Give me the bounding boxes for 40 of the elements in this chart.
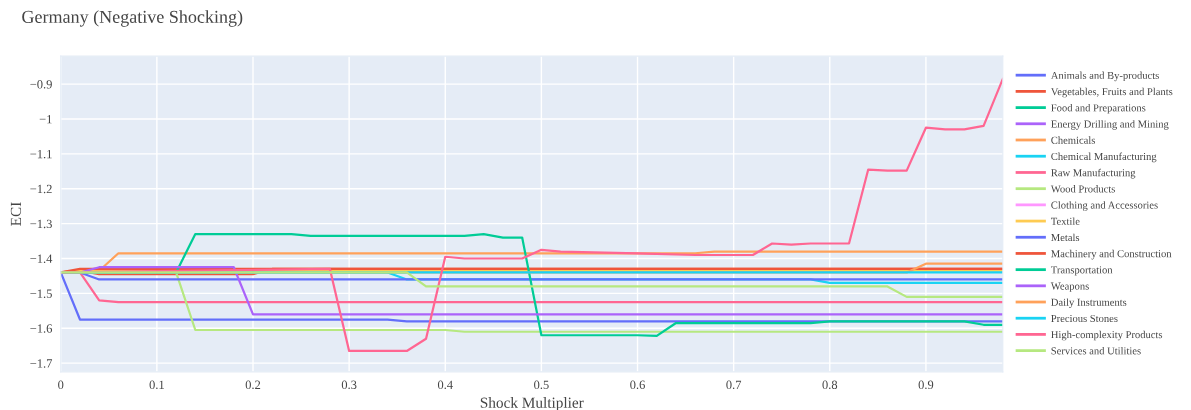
y-tick-label: −1.4 xyxy=(30,254,53,264)
y-tick-label: −1.6 xyxy=(30,324,53,333)
legend-label: Textile xyxy=(1051,217,1080,225)
x-axis-title: Shock Multiplier xyxy=(480,397,584,410)
y-axis-title: ECI xyxy=(10,202,22,226)
y-tick-label: −1.1 xyxy=(30,149,52,159)
chart-title: Germany (Negative Shocking) xyxy=(22,10,243,27)
legend-label: Daily Instruments xyxy=(1051,298,1127,308)
y-tick-label: −0.9 xyxy=(30,80,52,89)
y-tick-label: −1.5 xyxy=(30,289,52,298)
legend-label: Energy Drilling and Mining xyxy=(1051,120,1169,130)
y-tick-label: −1.7 xyxy=(30,359,53,368)
x-tick-label: 0.2 xyxy=(245,380,261,390)
legend-label: Metals xyxy=(1051,233,1080,242)
legend-label: High-complexity Products xyxy=(1051,330,1163,341)
x-tick-label: 0.3 xyxy=(341,380,357,390)
legend-label: Raw Manufacturing xyxy=(1051,168,1136,179)
legend-label: Chemicals xyxy=(1051,136,1095,144)
x-tick-label: 0 xyxy=(58,380,64,389)
legend-label: Transportation xyxy=(1051,266,1113,276)
y-tick-label: −1 xyxy=(39,115,52,124)
x-tick-label: 0.9 xyxy=(918,380,934,390)
legend-label: Chemical Manufacturing xyxy=(1051,152,1157,163)
legend-label: Machinery and Construction xyxy=(1051,249,1172,260)
legend-label: Precious Stones xyxy=(1051,314,1118,323)
legend-label: Food and Preparations xyxy=(1051,103,1146,114)
x-tick-label: 0.7 xyxy=(726,380,742,390)
x-tick-label: 0.1 xyxy=(149,380,164,390)
legend-label: Vegetables, Fruits and Plants xyxy=(1050,87,1173,98)
y-tick-label: −1.2 xyxy=(30,184,52,194)
x-tick-label: 0.5 xyxy=(534,380,549,390)
x-tick-label: 0.8 xyxy=(822,380,838,390)
legend-label: Weapons xyxy=(1050,282,1089,292)
legend-label: Wood Products xyxy=(1050,185,1115,193)
x-tick-label: 0.6 xyxy=(630,380,645,390)
legend-label: Services and Utilities xyxy=(1051,346,1141,355)
x-tick-label: 0.4 xyxy=(437,380,453,390)
y-tick-label: −1.3 xyxy=(30,219,52,229)
legend-label: Clothing and Accessories xyxy=(1051,201,1158,211)
legend-label: Animals and By-products xyxy=(1050,71,1159,82)
